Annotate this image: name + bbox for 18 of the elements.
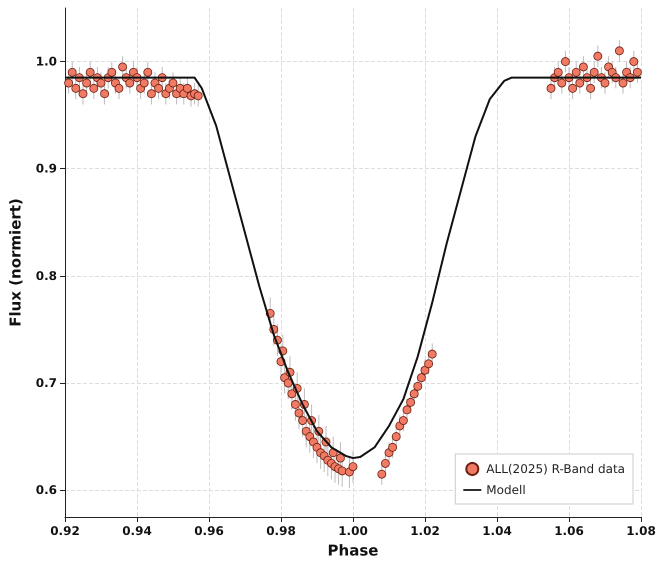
legend-label: ALL(2025) R-Band data	[486, 462, 625, 476]
x-tick-label: 1.00	[338, 524, 368, 538]
y-tick-label: 0.8	[36, 268, 57, 283]
y-tick-label: 0.9	[36, 162, 57, 176]
x-tick-label: 0.92	[50, 524, 80, 538]
y-tick-label: 0.7	[36, 376, 57, 390]
y-axis-title: Flux (normiert)	[6, 198, 24, 327]
x-tick-label: 1.04	[482, 524, 512, 538]
x-axis-title: Phase	[328, 542, 378, 560]
x-tick-label: 1.06	[554, 524, 584, 538]
x-tick-label: 0.98	[266, 524, 296, 538]
y-tick-label: 0.6	[36, 483, 57, 498]
y-tick-label: 1.0	[36, 54, 57, 69]
x-tick-label: 0.94	[122, 524, 152, 538]
x-tick-label: 1.02	[410, 524, 440, 538]
x-tick-label: 1.08	[626, 524, 656, 538]
legend-label: Modell	[486, 483, 526, 497]
x-tick-label: 0.96	[194, 524, 224, 538]
